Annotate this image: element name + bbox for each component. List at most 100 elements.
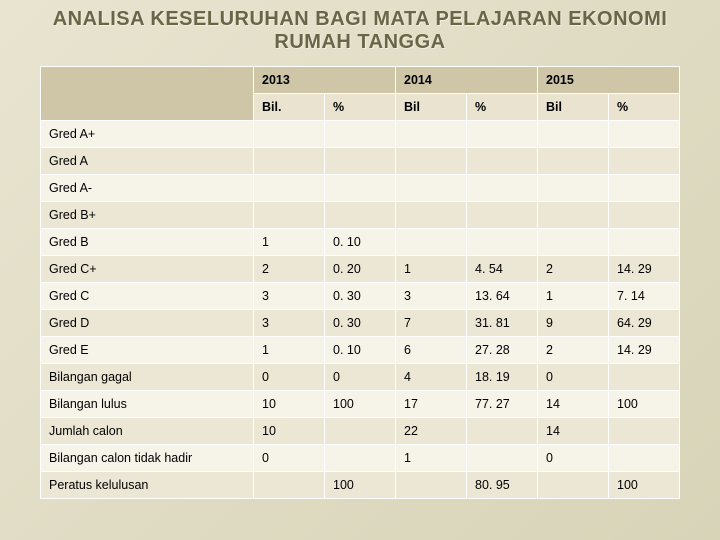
cell: 1 bbox=[254, 229, 325, 256]
cell: 18. 19 bbox=[467, 364, 538, 391]
header-year-1: 2014 bbox=[396, 67, 538, 94]
row-label: Gred A+ bbox=[41, 121, 254, 148]
cell: 10 bbox=[254, 391, 325, 418]
table-row: Gred A bbox=[41, 148, 680, 175]
cell bbox=[467, 148, 538, 175]
header-blank bbox=[41, 67, 254, 121]
table-row: Gred D30. 30731. 81964. 29 bbox=[41, 310, 680, 337]
cell bbox=[467, 445, 538, 472]
cell bbox=[254, 148, 325, 175]
cell bbox=[325, 445, 396, 472]
cell: 1 bbox=[396, 445, 467, 472]
row-label: Peratus kelulusan bbox=[41, 472, 254, 499]
analysis-table: 2013 2014 2015 Bil. % Bil % Bil % Gred A… bbox=[40, 66, 680, 499]
table-row: Bilangan lulus101001777. 2714100 bbox=[41, 391, 680, 418]
cell: 17 bbox=[396, 391, 467, 418]
table-row: Bilangan calon tidak hadir010 bbox=[41, 445, 680, 472]
row-label: Gred A- bbox=[41, 175, 254, 202]
cell: 100 bbox=[325, 472, 396, 499]
cell bbox=[254, 175, 325, 202]
cell bbox=[467, 202, 538, 229]
cell: 14. 29 bbox=[609, 256, 680, 283]
table-row: Jumlah calon102214 bbox=[41, 418, 680, 445]
row-label: Bilangan calon tidak hadir bbox=[41, 445, 254, 472]
cell: 7 bbox=[396, 310, 467, 337]
cell bbox=[325, 418, 396, 445]
slide: ANALISA KESELURUHAN BAGI MATA PELAJARAN … bbox=[0, 0, 720, 540]
cell bbox=[609, 148, 680, 175]
cell bbox=[396, 472, 467, 499]
row-label: Gred D bbox=[41, 310, 254, 337]
row-label: Bilangan gagal bbox=[41, 364, 254, 391]
cell bbox=[538, 229, 609, 256]
row-label: Bilangan lulus bbox=[41, 391, 254, 418]
table-row: Gred B+ bbox=[41, 202, 680, 229]
cell: 2 bbox=[538, 337, 609, 364]
cell bbox=[538, 175, 609, 202]
cell bbox=[325, 175, 396, 202]
cell bbox=[538, 148, 609, 175]
cell: 22 bbox=[396, 418, 467, 445]
cell bbox=[609, 121, 680, 148]
cell bbox=[609, 445, 680, 472]
row-label: Gred E bbox=[41, 337, 254, 364]
cell bbox=[254, 202, 325, 229]
row-label: Jumlah calon bbox=[41, 418, 254, 445]
cell bbox=[609, 229, 680, 256]
cell bbox=[467, 229, 538, 256]
cell: 3 bbox=[254, 310, 325, 337]
row-label: Gred B+ bbox=[41, 202, 254, 229]
cell bbox=[609, 418, 680, 445]
table-row: Gred C30. 30313. 6417. 14 bbox=[41, 283, 680, 310]
cell: 77. 27 bbox=[467, 391, 538, 418]
cell bbox=[325, 202, 396, 229]
cell: 27. 28 bbox=[467, 337, 538, 364]
cell: 0 bbox=[254, 364, 325, 391]
cell bbox=[325, 148, 396, 175]
table-row: Gred A- bbox=[41, 175, 680, 202]
cell bbox=[538, 121, 609, 148]
table-row: Gred E10. 10627. 28214. 29 bbox=[41, 337, 680, 364]
subheader-3: % bbox=[467, 94, 538, 121]
cell: 1 bbox=[538, 283, 609, 310]
cell bbox=[396, 148, 467, 175]
subheader-4: Bil bbox=[538, 94, 609, 121]
table-row: Gred C+20. 2014. 54214. 29 bbox=[41, 256, 680, 283]
cell: 1 bbox=[254, 337, 325, 364]
row-label: Gred C+ bbox=[41, 256, 254, 283]
cell bbox=[396, 229, 467, 256]
cell: 0. 30 bbox=[325, 283, 396, 310]
cell: 64. 29 bbox=[609, 310, 680, 337]
cell: 13. 64 bbox=[467, 283, 538, 310]
cell: 0. 10 bbox=[325, 229, 396, 256]
cell: 14. 29 bbox=[609, 337, 680, 364]
cell bbox=[396, 175, 467, 202]
table-row: Peratus kelulusan10080. 95100 bbox=[41, 472, 680, 499]
table-header: 2013 2014 2015 Bil. % Bil % Bil % bbox=[41, 67, 680, 121]
cell: 9 bbox=[538, 310, 609, 337]
cell bbox=[254, 121, 325, 148]
cell bbox=[467, 175, 538, 202]
cell: 0 bbox=[325, 364, 396, 391]
cell: 31. 81 bbox=[467, 310, 538, 337]
cell: 3 bbox=[254, 283, 325, 310]
cell bbox=[609, 175, 680, 202]
cell bbox=[325, 121, 396, 148]
cell: 100 bbox=[609, 391, 680, 418]
cell: 0 bbox=[538, 445, 609, 472]
table-row: Bilangan gagal00418. 190 bbox=[41, 364, 680, 391]
cell bbox=[254, 472, 325, 499]
cell: 14 bbox=[538, 418, 609, 445]
cell: 100 bbox=[609, 472, 680, 499]
subheader-0: Bil. bbox=[254, 94, 325, 121]
table-row: Gred B10. 10 bbox=[41, 229, 680, 256]
cell: 2 bbox=[254, 256, 325, 283]
cell: 1 bbox=[396, 256, 467, 283]
header-year-0: 2013 bbox=[254, 67, 396, 94]
cell: 3 bbox=[396, 283, 467, 310]
cell: 4 bbox=[396, 364, 467, 391]
cell: 100 bbox=[325, 391, 396, 418]
cell bbox=[396, 121, 467, 148]
table-row: Gred A+ bbox=[41, 121, 680, 148]
cell: 7. 14 bbox=[609, 283, 680, 310]
